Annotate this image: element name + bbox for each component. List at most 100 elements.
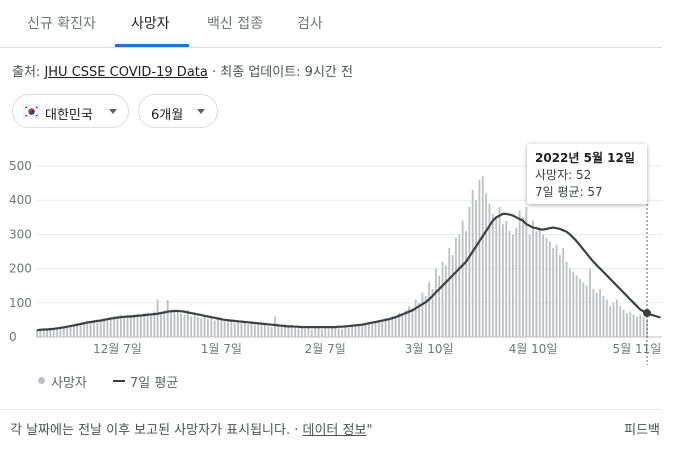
bar — [257, 323, 260, 337]
bar — [260, 321, 263, 337]
tab-tests[interactable]: 검사 — [297, 16, 323, 32]
bar — [552, 248, 555, 337]
range-label: 6개월 — [151, 108, 184, 123]
bar — [431, 289, 434, 337]
bar — [374, 322, 377, 337]
bar — [381, 321, 384, 337]
bar — [475, 200, 477, 337]
bar — [274, 316, 276, 337]
bar — [585, 285, 588, 337]
tooltip-deaths: 사망자: 52 — [535, 168, 592, 182]
footer-text: 각 날짜에는 전날 이후 보고된 사망자가 표시됩니다. — [10, 423, 291, 438]
bar — [106, 319, 109, 337]
bar — [153, 311, 156, 337]
bar — [532, 220, 534, 337]
bar — [86, 320, 89, 337]
bar — [414, 299, 417, 337]
bar — [548, 241, 551, 337]
bar — [62, 326, 65, 337]
chevron-down-icon — [109, 109, 117, 114]
bar — [247, 324, 250, 337]
bar — [156, 299, 159, 337]
bar — [391, 315, 394, 337]
bar — [136, 313, 139, 337]
bar — [599, 289, 601, 337]
bar — [294, 328, 296, 337]
x-axis: 12월 7일 1월 7일 2월 7일 3월 10일 4월 10일 5월 11일 — [93, 342, 661, 356]
bar — [337, 326, 340, 337]
bar — [166, 300, 169, 337]
tab-vaccinations[interactable]: 백신 접종 — [207, 16, 263, 32]
bar — [441, 261, 444, 337]
bar — [518, 210, 521, 337]
x-tick-label: 12월 7일 — [93, 342, 142, 356]
bar — [632, 314, 635, 337]
bar — [528, 234, 531, 337]
bar — [351, 326, 353, 337]
tab-bar: 신규 확진자 사망자 백신 접종 검사 — [0, 0, 662, 48]
bar — [344, 327, 347, 337]
updated-text: 최종 업데이트: 9시간 전 — [220, 65, 353, 80]
bar — [364, 323, 367, 337]
source-link[interactable]: JHU CSSE COVID-19 Data — [44, 65, 208, 80]
country-label: 대한민국 — [45, 108, 93, 123]
x-tick-label: 4월 10일 — [509, 342, 558, 356]
bar — [320, 329, 323, 337]
x-tick-label: 5월 11일 — [613, 342, 662, 356]
bar — [404, 310, 407, 337]
bar — [133, 314, 136, 337]
bar — [230, 320, 233, 337]
bar — [377, 319, 380, 337]
bar — [622, 309, 625, 337]
bar — [304, 328, 307, 337]
bar — [284, 324, 286, 337]
bar — [196, 317, 199, 337]
bar — [444, 265, 447, 337]
range-selector[interactable]: 6개월 — [138, 94, 218, 128]
bar — [592, 289, 595, 337]
bar — [331, 327, 333, 337]
tab-new-cases[interactable]: 신규 확진자 — [27, 16, 96, 32]
bar — [408, 306, 410, 337]
bar — [207, 319, 209, 337]
bar — [150, 313, 152, 337]
bar — [354, 326, 357, 337]
tab-deaths[interactable]: 사망자 — [131, 16, 170, 32]
bar — [639, 314, 642, 337]
bar — [287, 327, 290, 337]
source-line: 출처: JHU CSSE COVID-19 Data · 최종 업데이트: 9시… — [12, 61, 353, 80]
bar — [371, 321, 374, 337]
bar — [625, 313, 628, 337]
bar — [357, 324, 360, 337]
bar — [485, 193, 488, 337]
bar — [113, 315, 116, 337]
bar — [505, 220, 508, 337]
bar — [542, 234, 545, 337]
bar — [59, 327, 62, 337]
bar — [89, 321, 92, 337]
country-selector[interactable]: 대한민국 — [12, 94, 129, 128]
data-info-link[interactable]: 데이터 정보 — [302, 423, 367, 438]
bar — [361, 325, 364, 337]
bar — [367, 324, 370, 337]
bar — [310, 329, 313, 337]
bar — [263, 325, 266, 337]
feedback-link[interactable]: 피드백 — [624, 423, 660, 438]
bar — [579, 278, 581, 337]
bar — [129, 316, 132, 337]
bar — [488, 203, 491, 337]
bar — [522, 217, 524, 337]
bar — [210, 317, 213, 337]
bar — [217, 318, 219, 337]
bar — [116, 316, 119, 337]
bar — [220, 319, 223, 337]
bar — [535, 230, 538, 337]
bar — [79, 324, 82, 337]
bar — [525, 207, 528, 337]
bar — [438, 275, 441, 337]
bar — [558, 254, 561, 337]
footer-suffix: " — [366, 423, 373, 438]
bar — [478, 179, 481, 337]
chart-tooltip: 2022년 5월 12일 사망자: 52 7일 평균: 57 — [527, 144, 647, 204]
bar — [341, 328, 343, 337]
